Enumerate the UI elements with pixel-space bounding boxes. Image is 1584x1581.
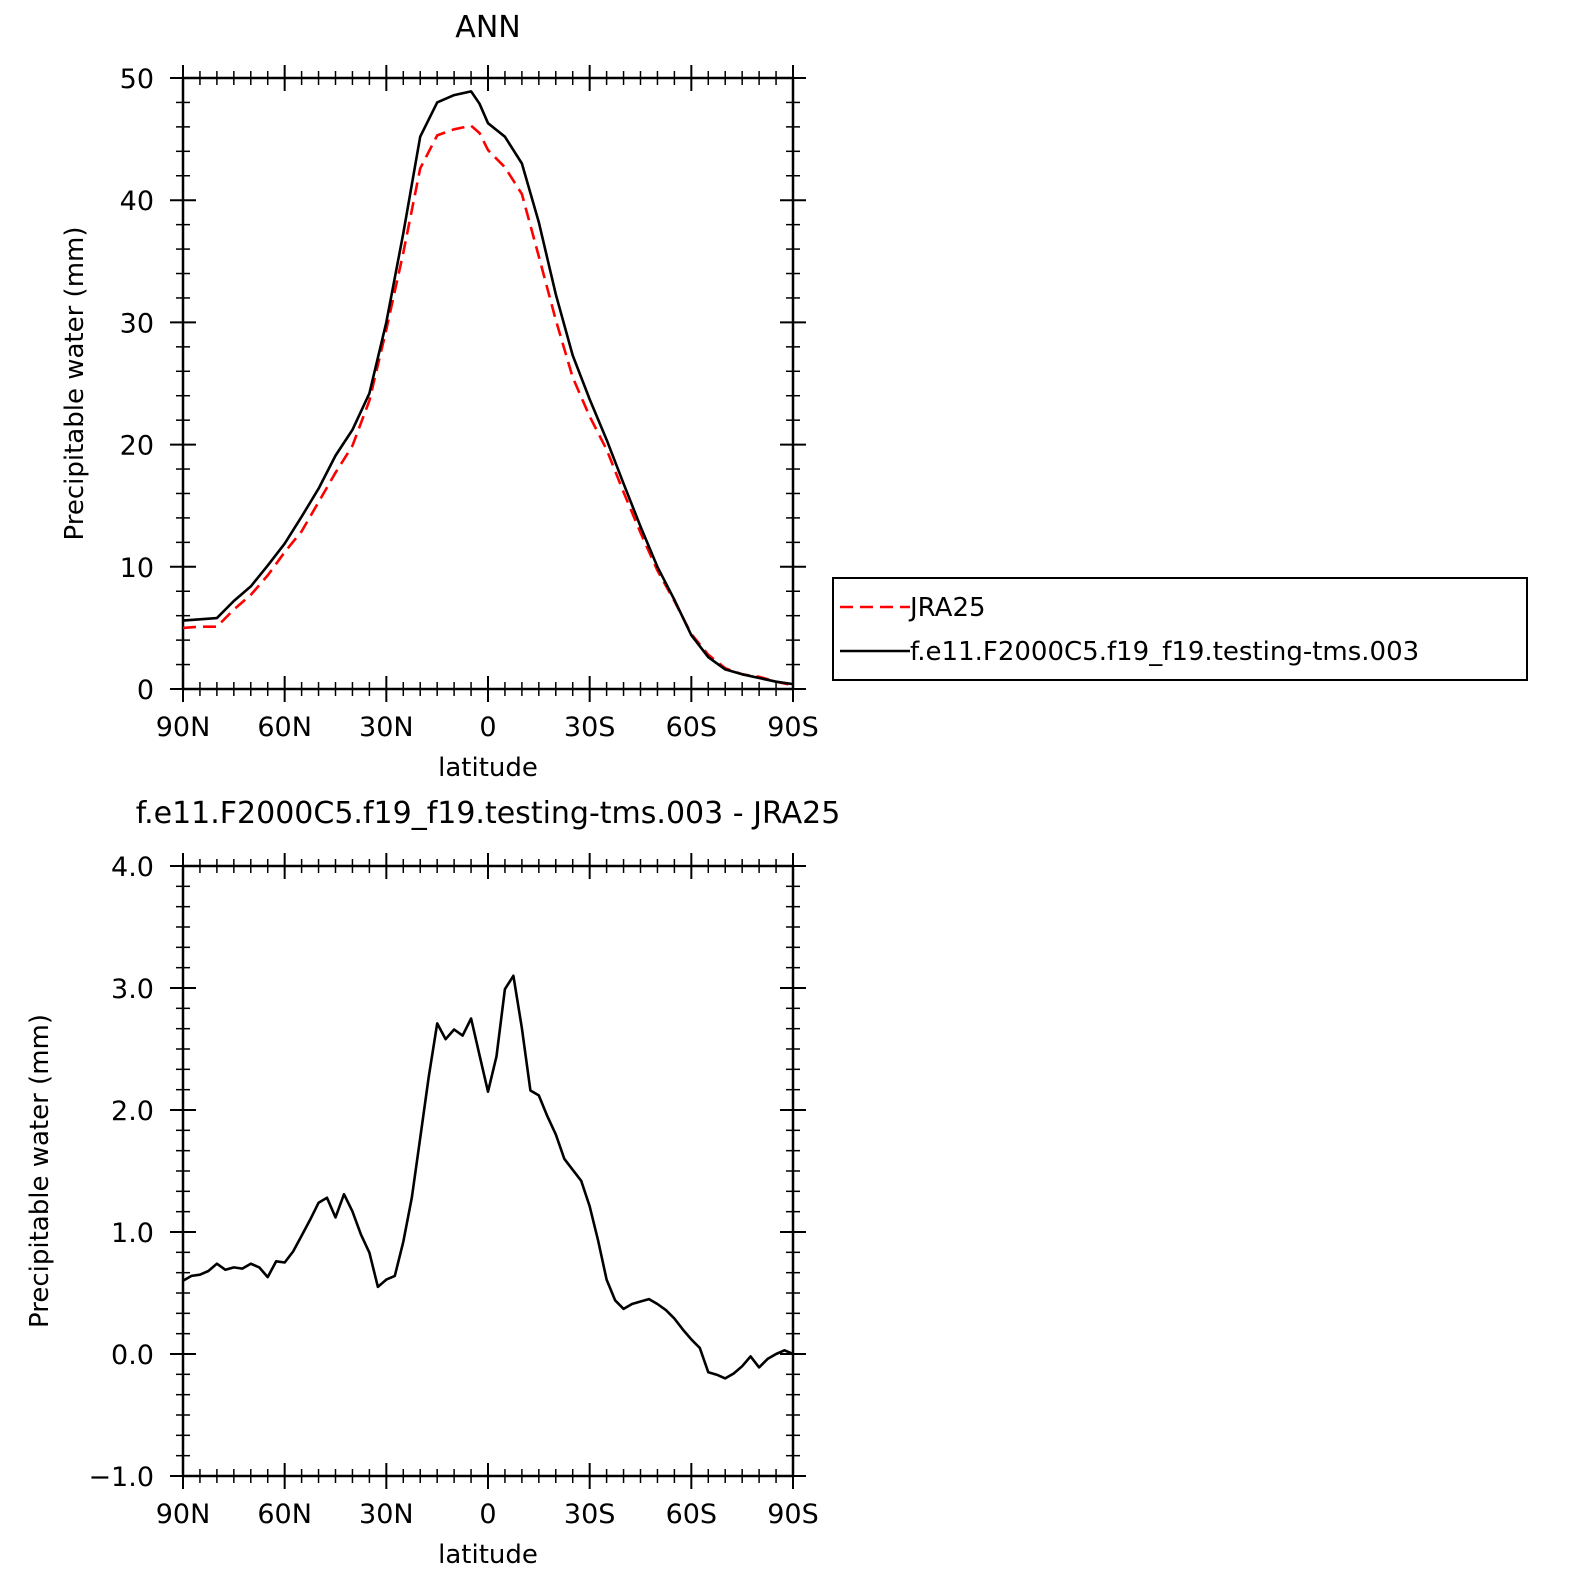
x-tick-label: 90N xyxy=(156,712,211,743)
legend-entry-label: f.e11.F2000C5.f19_f19.testing-tms.003 xyxy=(910,637,1419,667)
plot-frame xyxy=(181,76,795,691)
x-tick-label: 30N xyxy=(359,1499,414,1530)
bottom-plot: f.e11.F2000C5.f19_f19.testing-tms.003 - … xyxy=(25,796,840,1570)
x-axis-label: latitude xyxy=(438,753,538,783)
y-tick-label: 2.0 xyxy=(111,1096,154,1127)
x-tick-label: 30S xyxy=(564,712,616,743)
x-tick-label: 60N xyxy=(257,1499,312,1530)
y-axis-label: Precipitable water (mm) xyxy=(60,227,90,541)
x-tick-label: 30S xyxy=(564,1499,616,1530)
y-tick-label: 10 xyxy=(120,553,154,584)
chart-title: ANN xyxy=(455,10,520,45)
series-line xyxy=(182,90,794,686)
x-tick-label: 0 xyxy=(479,1499,496,1530)
x-tick-label: 90S xyxy=(767,712,819,743)
y-tick-label: 4.0 xyxy=(111,852,154,883)
y-tick-label: 3.0 xyxy=(111,974,154,1005)
x-tick-label: 60S xyxy=(666,1499,718,1530)
y-tick-label: 40 xyxy=(120,186,154,217)
x-axis-label: latitude xyxy=(438,1540,538,1570)
series-line xyxy=(182,974,794,1380)
y-tick-label: 20 xyxy=(120,431,154,462)
legend-entry-label: JRA25 xyxy=(908,593,986,623)
chart-title: f.e11.F2000C5.f19_f19.testing-tms.003 - … xyxy=(136,796,841,831)
x-tick-label: 60S xyxy=(666,712,718,743)
y-tick-label: 0 xyxy=(137,675,154,706)
x-tick-label: 0 xyxy=(479,712,496,743)
y-tick-label: 0.0 xyxy=(111,1340,154,1371)
legend-box xyxy=(832,577,1528,681)
y-tick-label: 1.0 xyxy=(111,1218,154,1249)
x-tick-label: 90S xyxy=(767,1499,819,1530)
x-tick-label: 30N xyxy=(359,712,414,743)
series-line xyxy=(182,124,794,687)
top-plot: ANN 90N 60N 30N 0 30S 60S 90S 0 10 20 30 40 50 latitud… xyxy=(60,10,819,783)
y-tick-label: −1.0 xyxy=(88,1462,154,1493)
x-tick-label: 90N xyxy=(156,1499,211,1530)
y-axis-label: Precipitable water (mm) xyxy=(25,1014,55,1328)
x-tick-label: 60N xyxy=(257,712,312,743)
legend: JRA25 f.e11.F2000C5.f19_f19.testing-tms.0… xyxy=(832,577,1528,681)
plot-frame xyxy=(181,864,795,1478)
y-tick-label: 30 xyxy=(120,308,154,339)
y-tick-label: 50 xyxy=(120,64,154,95)
